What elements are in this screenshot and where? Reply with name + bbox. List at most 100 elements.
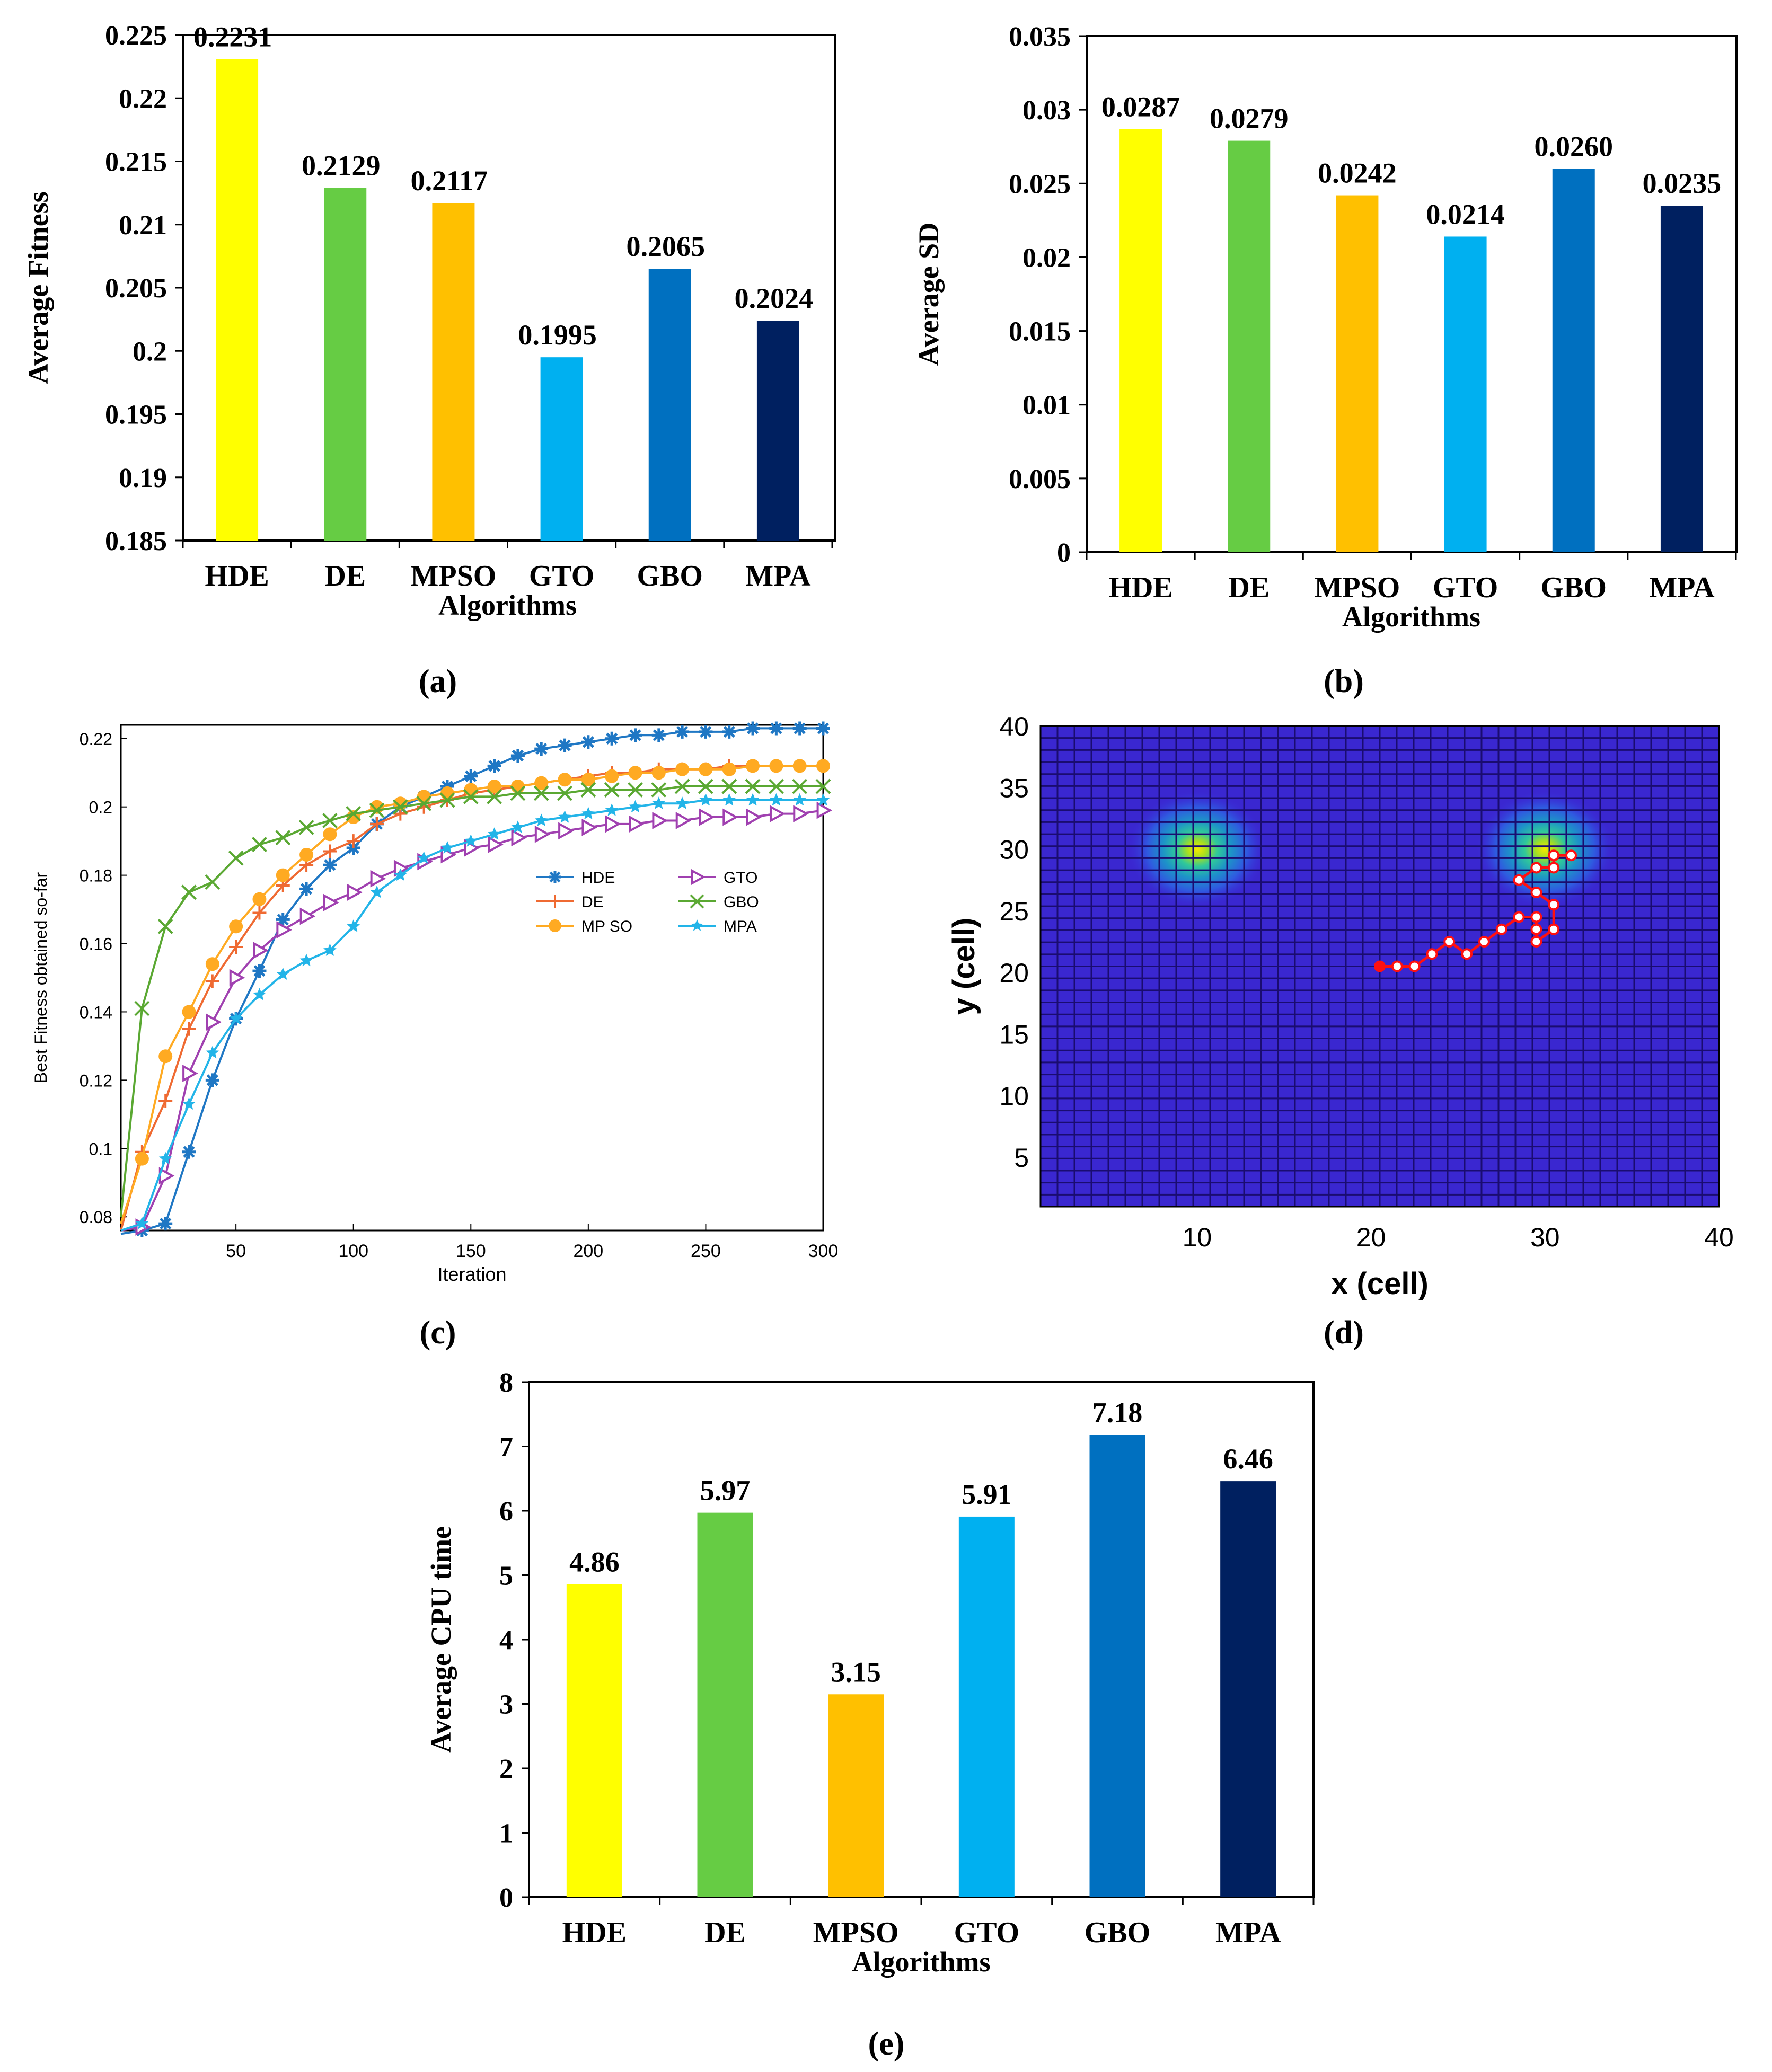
marker-circle [229, 919, 243, 934]
marker-plus [370, 817, 384, 831]
panel-b-bar-chart: 0 0.005 0.01 0.015 0.02 0.025 0.03 0.035 0.0287 H… [913, 22, 1738, 633]
marker-star [135, 1217, 149, 1229]
legend-label-gto: GTO [724, 869, 757, 887]
marker-x [252, 837, 267, 853]
marker-circle [581, 773, 595, 787]
marker-x [181, 884, 197, 900]
chart-frame [528, 1381, 1315, 1898]
marker-triangle [675, 812, 692, 829]
y-tick-label: 4 [499, 1625, 513, 1655]
marker-plus [252, 906, 267, 920]
marker-circle [205, 957, 219, 971]
bar-mpa [1660, 206, 1703, 552]
marker-star [605, 803, 619, 816]
marker-circle [722, 762, 736, 776]
category-label-mpa: MPA [1649, 571, 1715, 604]
marker-star [488, 827, 501, 840]
panel-c-line-chart: 50 100 150 200 250 300 0.08 0.1 0.12 0.14 0.16 0.18… [31, 721, 838, 1285]
y-tick-label: 0.19 [119, 463, 167, 493]
marker-star [793, 793, 806, 806]
marker-triangle [323, 893, 339, 911]
bar-hde [1119, 129, 1162, 552]
marker-asterisk [581, 735, 595, 749]
marker-star [534, 813, 548, 826]
y-tick-label: 40 [999, 712, 1029, 741]
y-axis-title: Average CPU time [425, 1526, 457, 1753]
marker-x [674, 778, 690, 794]
marker-circle [252, 892, 267, 906]
marker-x [533, 785, 549, 801]
y-tick-label: 0 [1057, 538, 1071, 568]
marker-circle [549, 919, 561, 932]
marker-plus [182, 1022, 196, 1036]
marker-asterisk [158, 1217, 173, 1231]
marker-triangle [206, 1013, 222, 1031]
marker-star [816, 793, 830, 806]
y-tick-label: 0.035 [1009, 22, 1071, 52]
marker-x [369, 802, 385, 818]
x-tick-label: 10 [1183, 1223, 1212, 1252]
y-tick-label: 0.005 [1009, 464, 1071, 494]
data-label-de: 0.2129 [302, 150, 381, 182]
y-tick-label: 0.225 [105, 21, 167, 51]
data-label-gto: 0.1995 [518, 319, 597, 351]
y-tick-label: 5 [1014, 1143, 1029, 1173]
category-label-gto: GTO [529, 560, 594, 592]
marker-asterisk [299, 882, 314, 896]
marker-plus [205, 974, 219, 988]
marker-star [182, 1097, 196, 1110]
bar-gbo [1552, 169, 1595, 552]
y-tick-label: 0.18 [80, 866, 112, 886]
marker-triangle [722, 808, 738, 826]
marker-triangle [488, 836, 504, 854]
x-axis-title: Iteration [437, 1263, 506, 1285]
category-label-mpso: MPSO [411, 560, 497, 592]
legend-label-mpso: MP SO [581, 918, 632, 935]
y-tick-label: 0.22 [119, 84, 167, 114]
y-tick-label: 0.16 [80, 935, 112, 954]
path-point [1513, 874, 1525, 886]
marker-asterisk [323, 858, 337, 872]
marker-x [205, 874, 221, 890]
marker-star [699, 793, 712, 806]
marker-star [558, 810, 571, 823]
y-tick-label: 0.195 [105, 400, 167, 430]
panel-d-heatmap: 10 20 30 40 5 10 15 20 25 30 35 40 x (cell) y (cell) [947, 712, 1734, 1301]
marker-circle [323, 827, 337, 842]
marker-star [581, 807, 595, 820]
marker-triangle [534, 825, 551, 843]
marker-triangle [347, 883, 363, 901]
marker-x [298, 819, 314, 835]
path-point [1548, 923, 1560, 935]
x-tick-label: 300 [808, 1241, 839, 1261]
category-label-mpa: MPA [745, 560, 811, 592]
x-axis-title: Algorithms [852, 1946, 991, 1978]
marker-asterisk [699, 724, 713, 739]
data-label-de: 5.97 [700, 1475, 751, 1507]
data-label-mpa: 6.46 [1223, 1443, 1273, 1475]
marker-circle [158, 1049, 173, 1064]
path-point [1548, 862, 1560, 874]
marker-circle [699, 762, 713, 776]
y-tick-label: 30 [999, 835, 1029, 865]
marker-circle [464, 783, 478, 797]
marker-x [651, 782, 667, 798]
marker-asterisk [510, 749, 525, 763]
y-tick-label: 20 [999, 958, 1029, 988]
path-point [1530, 886, 1542, 898]
caption-d: (d) [1324, 1315, 1364, 1351]
marker-x [580, 782, 596, 798]
category-label-hde: HDE [562, 1916, 627, 1949]
marker-circle [182, 1005, 196, 1019]
bar-de [324, 188, 367, 541]
category-label-de: DE [704, 1916, 746, 1949]
marker-asterisk [276, 913, 290, 927]
path-point [1426, 948, 1438, 960]
marker-star [229, 1012, 243, 1024]
data-label-mpso: 3.15 [831, 1656, 881, 1688]
marker-triangle [511, 829, 527, 847]
marker-star [675, 796, 689, 809]
marker-triangle [370, 870, 386, 888]
bar-gbo [1089, 1435, 1145, 1897]
